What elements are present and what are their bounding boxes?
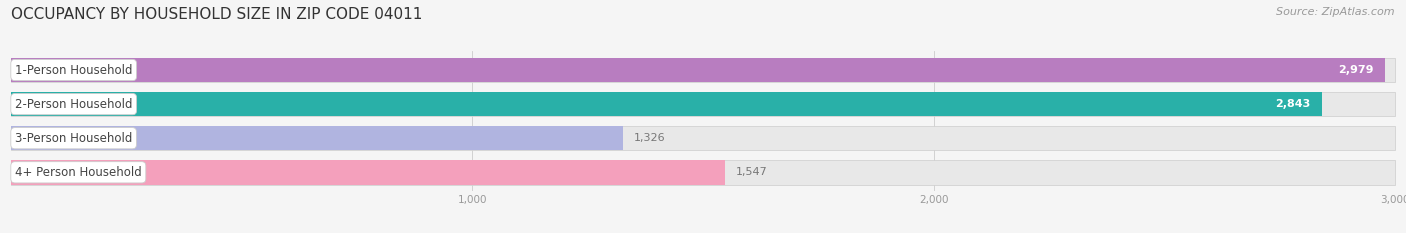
Bar — [11, 160, 724, 185]
Text: 2-Person Household: 2-Person Household — [15, 98, 132, 111]
Text: 2,979: 2,979 — [1339, 65, 1374, 75]
Text: 4+ Person Household: 4+ Person Household — [15, 166, 142, 179]
Bar — [11, 160, 1395, 185]
Text: 3-Person Household: 3-Person Household — [15, 132, 132, 145]
Text: 2,843: 2,843 — [1275, 99, 1310, 109]
Text: Source: ZipAtlas.com: Source: ZipAtlas.com — [1277, 7, 1395, 17]
Bar — [11, 92, 1323, 116]
Bar — [11, 58, 1395, 82]
Bar — [11, 92, 1395, 116]
Text: 1-Person Household: 1-Person Household — [15, 64, 132, 76]
Text: 1,547: 1,547 — [737, 167, 768, 177]
Bar — [11, 58, 1385, 82]
Bar — [11, 126, 1395, 151]
Text: OCCUPANCY BY HOUSEHOLD SIZE IN ZIP CODE 04011: OCCUPANCY BY HOUSEHOLD SIZE IN ZIP CODE … — [11, 7, 423, 22]
Text: 1,326: 1,326 — [634, 133, 666, 143]
Bar — [11, 126, 623, 151]
